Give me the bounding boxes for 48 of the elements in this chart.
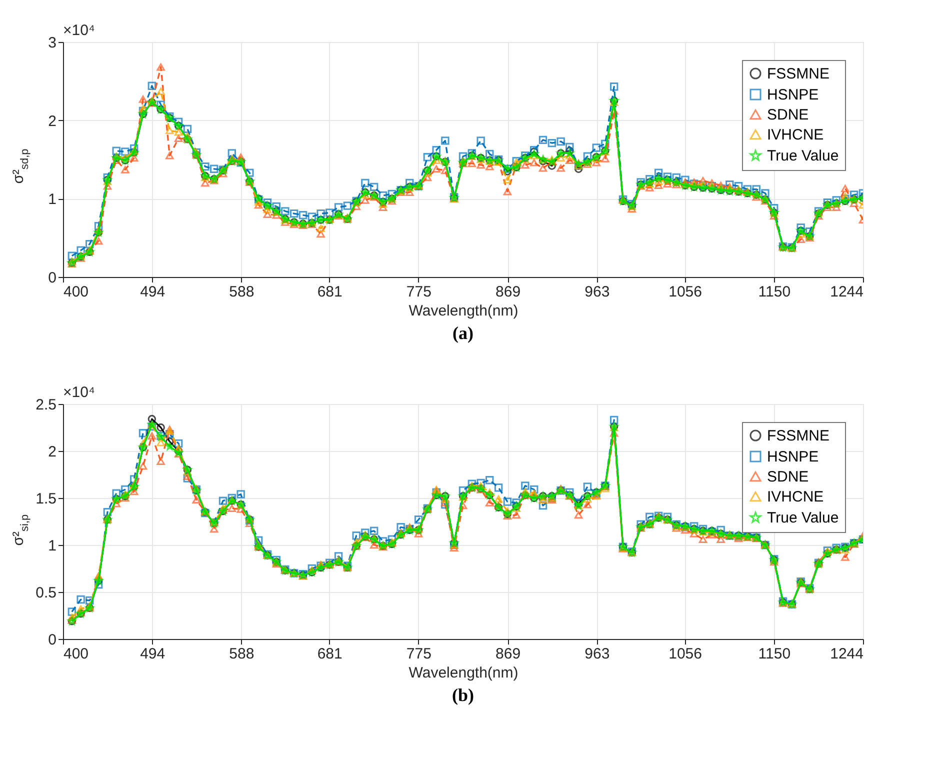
text: ×10⁴	[63, 384, 95, 401]
x-tick-label: 494	[140, 646, 166, 662]
legend-label: HSNPE	[767, 86, 819, 104]
x-tick-label: 400	[64, 284, 89, 300]
text: (a)	[452, 323, 474, 343]
x-tick-label: 681	[317, 646, 342, 662]
legend-label: FSSMNE	[767, 428, 830, 444]
x-tick-label: 963	[584, 646, 610, 662]
y-tick-label: 1	[48, 538, 56, 554]
y-tick-label: 2.5	[36, 396, 56, 414]
x-tick-label: 400	[64, 646, 89, 662]
y-tick-label: 2	[48, 444, 56, 460]
y-tick-label: 0	[48, 270, 56, 286]
y-tick-label: 2	[48, 112, 56, 130]
text: (b)	[452, 685, 474, 705]
x-tick-label: 1056	[668, 646, 702, 662]
x-tick-label: 588	[229, 646, 254, 662]
x-tick-label: 775	[406, 284, 432, 300]
legend-label: SDNE	[767, 106, 809, 124]
legend-label: FSSMNE	[767, 66, 830, 82]
legend-label: IVHCNE	[767, 488, 824, 506]
legend-label: True Value	[767, 510, 839, 526]
legend-label: True Value	[767, 148, 839, 164]
x-tick-label: 1150	[758, 646, 791, 662]
y-tick-label: 1.5	[36, 490, 56, 508]
text: ×10⁴	[63, 22, 95, 39]
y-tick-label: 0	[48, 632, 56, 648]
x-axis-title: Wavelength(nm)	[408, 664, 518, 682]
x-tick-label: 963	[584, 284, 610, 300]
y-axis-title: σ²si,p	[10, 514, 31, 546]
y-tick-label: 3	[48, 34, 56, 52]
x-tick-label: 1244	[830, 646, 864, 662]
legend-label: SDNE	[767, 468, 809, 486]
y-axis-title: σ²sd,p	[10, 148, 31, 184]
x-tick-label: 681	[317, 284, 342, 300]
x-tick-label: 1056	[668, 284, 702, 300]
y-tick-label: 1	[48, 191, 56, 208]
x-tick-label: 775	[406, 646, 432, 662]
x-tick-label: 494	[140, 284, 166, 300]
legend-label: HSNPE	[767, 448, 819, 466]
y-tick-label: 0.5	[36, 584, 56, 602]
x-tick-label: 1244	[830, 284, 864, 300]
x-axis-title: Wavelength(nm)	[408, 302, 518, 320]
x-tick-label: 869	[496, 646, 521, 662]
x-tick-label: 1150	[758, 284, 791, 300]
legend-label: IVHCNE	[767, 126, 824, 144]
x-tick-label: 869	[496, 284, 521, 300]
x-tick-label: 588	[229, 284, 254, 300]
